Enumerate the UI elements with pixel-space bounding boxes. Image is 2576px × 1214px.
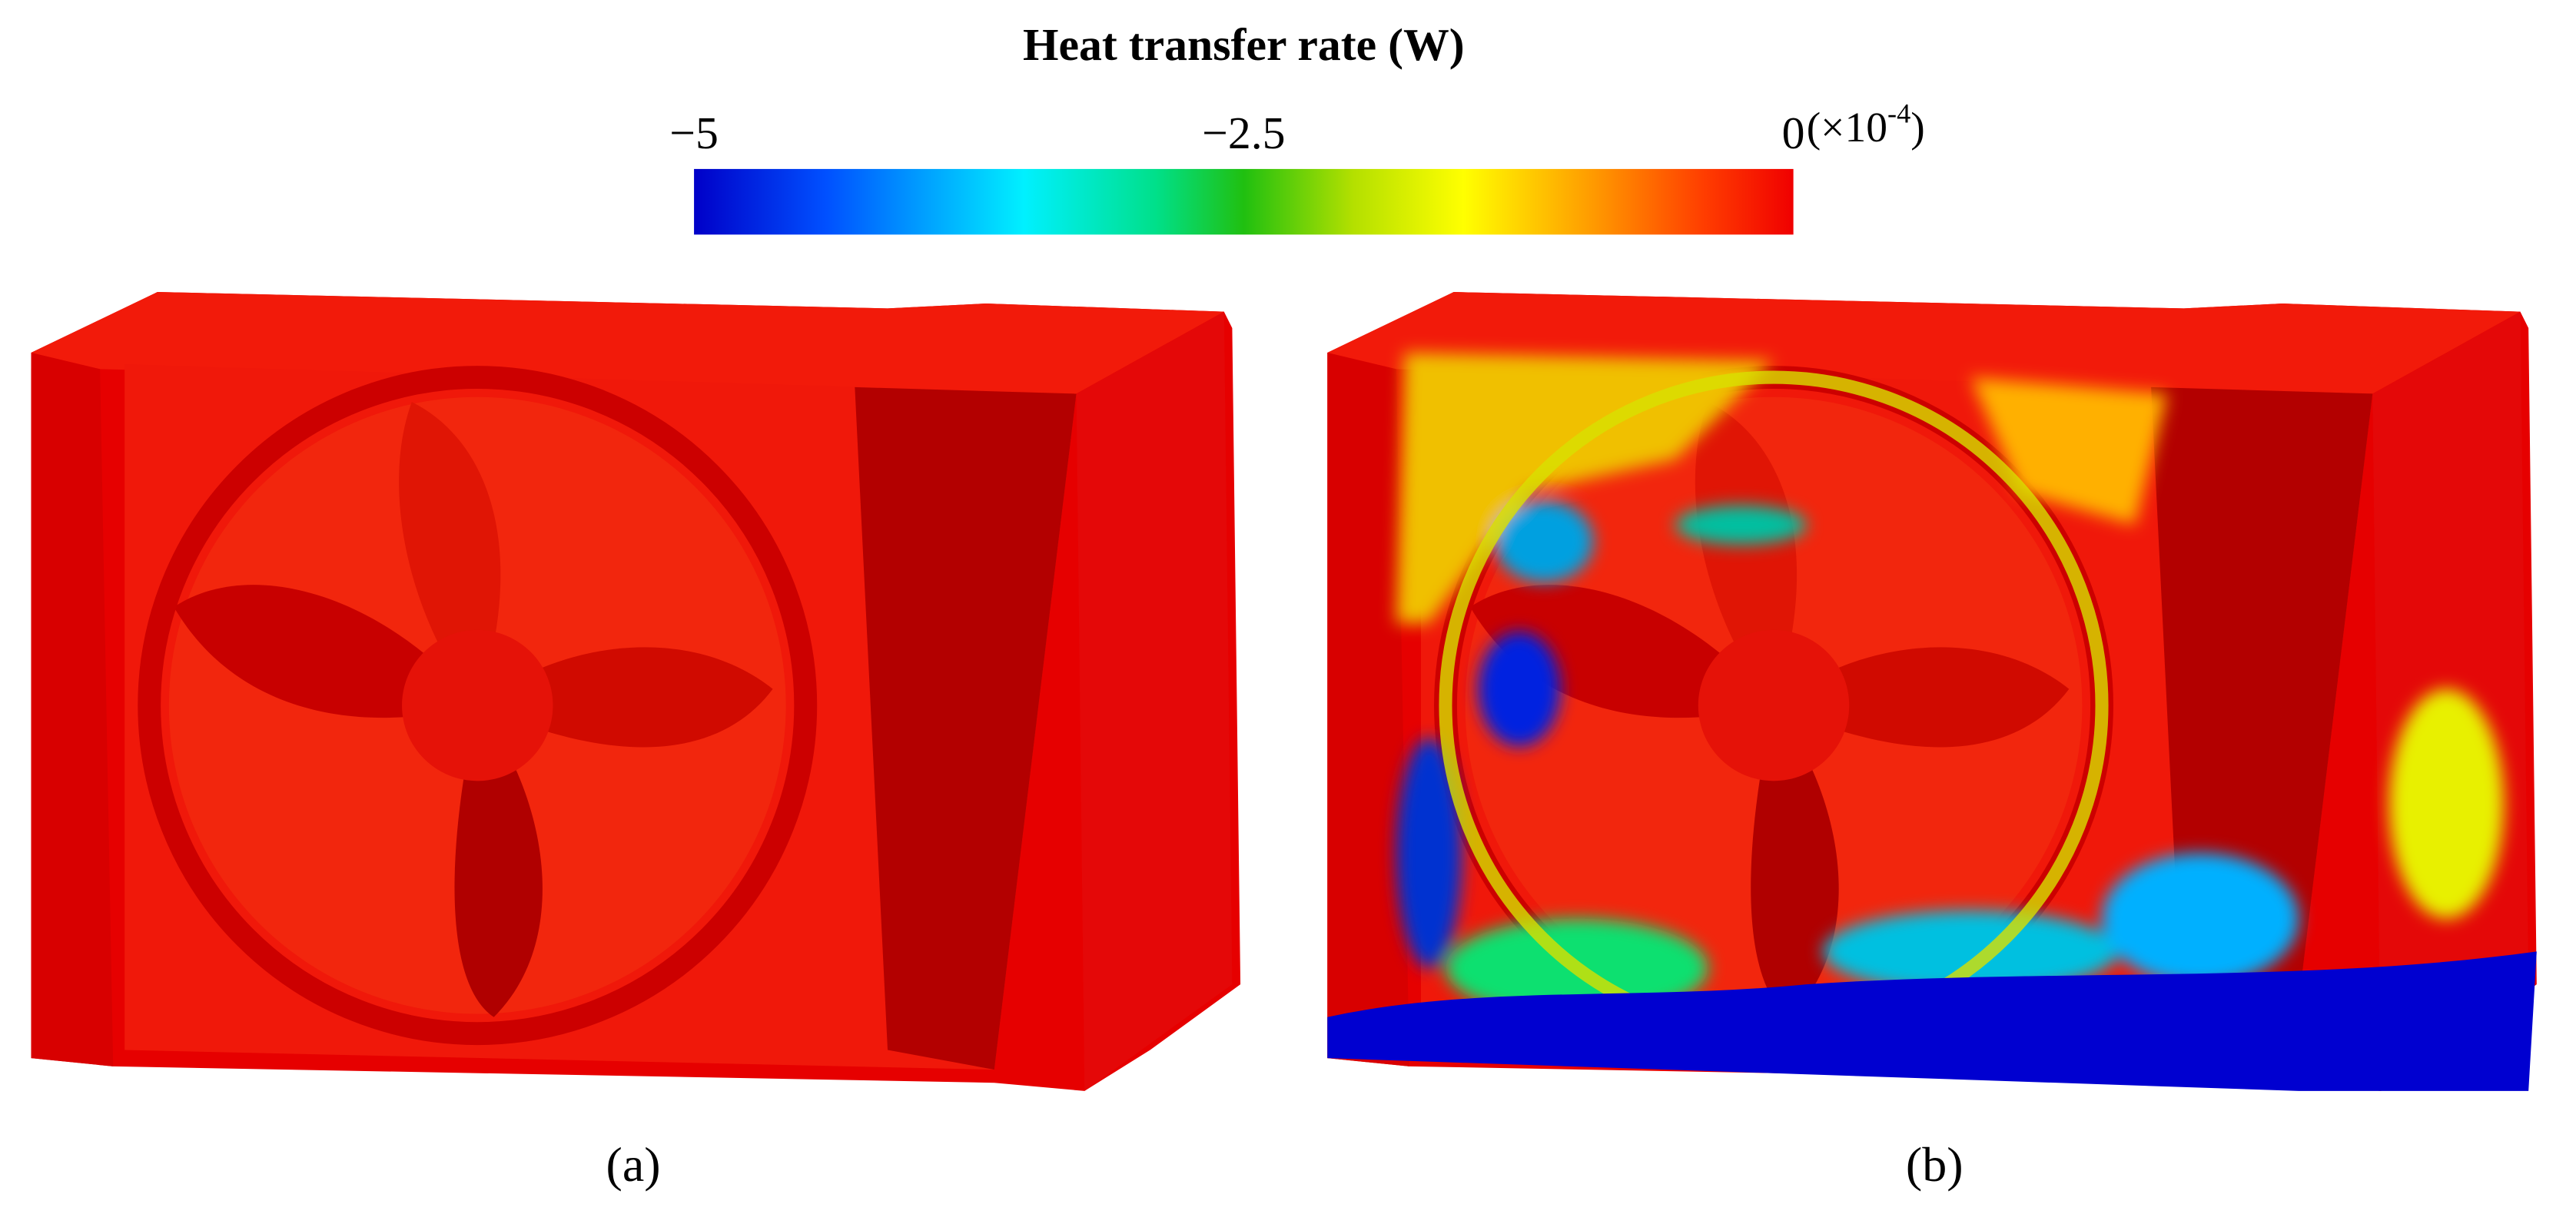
multiplier-exponent: -4 — [1887, 98, 1910, 129]
unit-a — [31, 292, 1240, 1091]
unit-b — [1327, 292, 2537, 1091]
colorbar-multiplier: (×10-4) — [1807, 98, 1925, 151]
colorbar-tick-label: −5 — [669, 108, 719, 158]
panel-label: (a) — [606, 1137, 661, 1192]
colorbar-tick-label: 0 — [1782, 108, 1805, 158]
colorbar-tick-label: −2.5 — [1202, 108, 1285, 158]
panel-label: (b) — [1906, 1137, 1964, 1192]
colorbar-title: Heat transfer rate (W) — [1023, 19, 1465, 70]
multiplier-end: ) — [1910, 104, 1924, 151]
colorbar — [694, 168, 1794, 235]
colorbar-ticks: −5 −2.5 0 — [669, 108, 1804, 158]
multiplier-base: (×10 — [1807, 104, 1887, 151]
